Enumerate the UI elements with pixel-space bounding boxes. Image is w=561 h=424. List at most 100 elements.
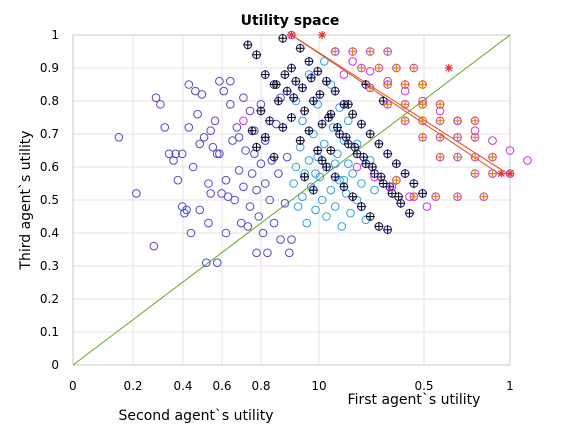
plus-mark — [409, 63, 419, 73]
plus-mark — [400, 116, 410, 126]
plus-mark — [488, 152, 498, 162]
black-cross-point — [383, 225, 393, 235]
black-cross-point — [269, 152, 279, 162]
blue-circle-point — [239, 93, 248, 102]
magenta-circle-point — [488, 136, 497, 145]
orange-plus-point — [383, 99, 393, 109]
black-cross-point — [330, 172, 340, 182]
blue-circle-point — [186, 228, 196, 238]
cross-mark — [280, 70, 290, 80]
cross-mark — [291, 76, 301, 86]
orange-plus-point — [365, 47, 375, 56]
cross-mark — [282, 86, 292, 96]
blue-circle-point — [114, 133, 124, 142]
plus-mark — [348, 47, 358, 56]
black-cross-point — [278, 122, 288, 132]
cross-mark — [313, 66, 323, 76]
cross-mark — [271, 80, 281, 89]
orange-plus-point — [383, 80, 393, 89]
cross-mark — [348, 192, 358, 202]
y-tick-label: 0.3 — [40, 259, 59, 273]
x-tick-label: 1 — [506, 379, 514, 393]
plus-mark — [479, 192, 489, 202]
blue-circle-point — [226, 76, 235, 86]
cyan-circle-point — [304, 156, 314, 165]
cyan-circle-point — [348, 169, 357, 178]
black-cross-point — [374, 221, 384, 231]
blue-circle-point — [258, 228, 268, 238]
blue-circle-point — [241, 146, 250, 155]
blue-circle-point — [215, 76, 224, 86]
blue-circle-point — [188, 162, 198, 172]
black-cross-point — [317, 155, 327, 165]
orange-plus-point — [330, 47, 340, 56]
blue-circle-point — [197, 90, 207, 99]
cross-mark — [339, 182, 349, 192]
cross-mark — [367, 162, 377, 172]
black-cross-point — [356, 119, 366, 129]
black-cross-point — [304, 126, 314, 136]
cross-mark — [321, 76, 331, 86]
cross-mark — [418, 188, 428, 198]
black-cross-point — [295, 136, 305, 146]
blue-circle-point — [252, 248, 261, 258]
orange-plus-point — [488, 169, 498, 179]
cross-mark — [324, 113, 334, 122]
plus-mark — [409, 192, 419, 202]
blue-circle-point — [173, 175, 183, 185]
black-cross-point — [321, 162, 331, 172]
cross-mark — [243, 40, 253, 50]
black-cross-point — [343, 99, 353, 109]
blue-circle-point — [260, 179, 270, 188]
cross-mark — [391, 159, 401, 169]
black-cross-point — [306, 73, 316, 83]
blue-circle-point — [239, 182, 248, 192]
plus-mark — [488, 169, 498, 179]
cross-mark — [330, 172, 340, 182]
cross-mark — [273, 96, 283, 106]
cross-mark — [356, 202, 366, 212]
orange-plus-point — [418, 80, 428, 89]
plus-mark — [435, 132, 445, 142]
cross-mark — [308, 96, 318, 106]
black-cross-point — [418, 188, 428, 198]
red-star-point — [318, 31, 327, 39]
cyan-circle-point — [330, 202, 340, 211]
cross-mark — [247, 126, 257, 136]
cross-mark — [317, 155, 327, 165]
cross-mark — [313, 146, 323, 155]
blue-circle-point — [164, 149, 174, 159]
cross-mark — [308, 185, 318, 195]
orange-plus-point — [400, 80, 410, 89]
black-cross-point — [326, 146, 336, 155]
black-cross-point — [252, 50, 262, 60]
blue-circle-point — [177, 149, 187, 159]
black-cross-point — [391, 159, 401, 169]
x-tick-label: 0.8 — [251, 379, 270, 393]
orange-plus-point — [418, 116, 428, 126]
cross-mark — [300, 172, 310, 182]
black-cross-point — [252, 142, 262, 152]
cross-mark — [278, 33, 288, 43]
orange-plus-point — [453, 192, 463, 202]
cross-mark — [315, 89, 325, 99]
cyan-circle-point — [370, 185, 379, 195]
cyan-circle-point — [319, 139, 329, 149]
cross-mark — [409, 179, 419, 188]
cross-mark — [343, 99, 353, 109]
y-tick-label: 0.4 — [40, 226, 59, 240]
cyan-circle-point — [291, 162, 301, 172]
blue-circle-point — [212, 258, 222, 268]
black-cross-point — [247, 126, 257, 136]
black-cross-point — [324, 113, 334, 122]
black-cross-point — [332, 122, 342, 132]
blue-circle-point — [199, 133, 209, 142]
cross-mark — [400, 169, 410, 179]
orange-plus-point — [453, 152, 463, 162]
orange-plus-point — [470, 132, 480, 142]
cross-mark — [321, 162, 331, 172]
cross-mark — [295, 136, 305, 146]
black-cross-point — [256, 106, 266, 116]
plus-mark — [383, 80, 393, 89]
